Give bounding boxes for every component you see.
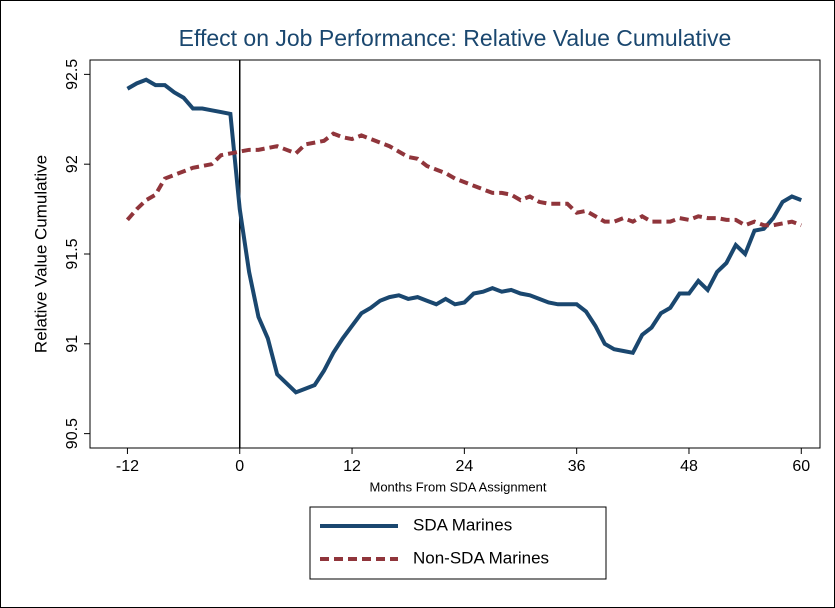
y-tick-label: 91	[64, 335, 81, 353]
x-axis-label: Months From SDA Assignment	[369, 479, 546, 494]
y-tick-label: 92.5	[64, 59, 81, 90]
x-tick-label: 24	[455, 458, 473, 475]
series-line	[125, 131, 802, 228]
y-tick-label: 91.5	[64, 238, 81, 269]
series-line	[126, 77, 802, 395]
x-tick-label: 0	[235, 458, 244, 475]
y-axis-label: Relative Value Cumulative	[31, 155, 50, 353]
y-tick-label: 92	[64, 155, 81, 173]
x-tick-label: 12	[343, 458, 361, 475]
legend	[309, 506, 607, 580]
x-tick-label: 36	[568, 458, 586, 475]
legend-label: Non-SDA Marines	[413, 548, 549, 567]
x-tick-label: 60	[792, 458, 810, 475]
y-tick-label: 90.5	[64, 418, 81, 449]
x-tick-label: -12	[116, 458, 139, 475]
chart-title: Effect on Job Performance: Relative Valu…	[179, 25, 732, 51]
legend-label: SDA Marines	[413, 515, 512, 534]
x-tick-label: 48	[680, 458, 698, 475]
